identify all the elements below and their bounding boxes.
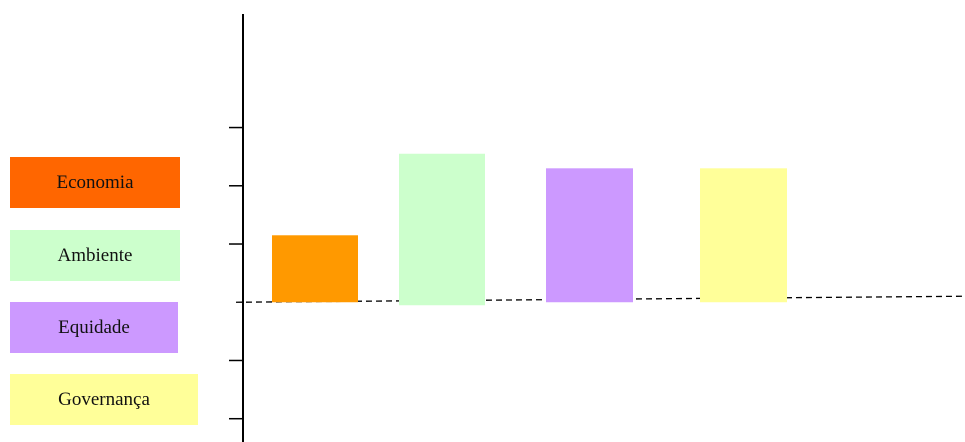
bar-economia bbox=[272, 235, 358, 303]
bar-equidade bbox=[546, 168, 633, 303]
legend-label: Ambiente bbox=[57, 244, 133, 266]
legend-item-equidade: Equidade bbox=[10, 302, 178, 353]
legend-label: Equidade bbox=[58, 316, 130, 338]
legend-item-governanca: Governança bbox=[10, 374, 198, 425]
legend-label: Governança bbox=[58, 388, 150, 410]
bar-governanca bbox=[700, 168, 787, 303]
legend-item-ambiente: Ambiente bbox=[10, 230, 180, 281]
legend-item-economia: Economia bbox=[10, 157, 180, 208]
legend-label: Economia bbox=[56, 171, 134, 193]
bar-ambiente bbox=[399, 153, 485, 306]
